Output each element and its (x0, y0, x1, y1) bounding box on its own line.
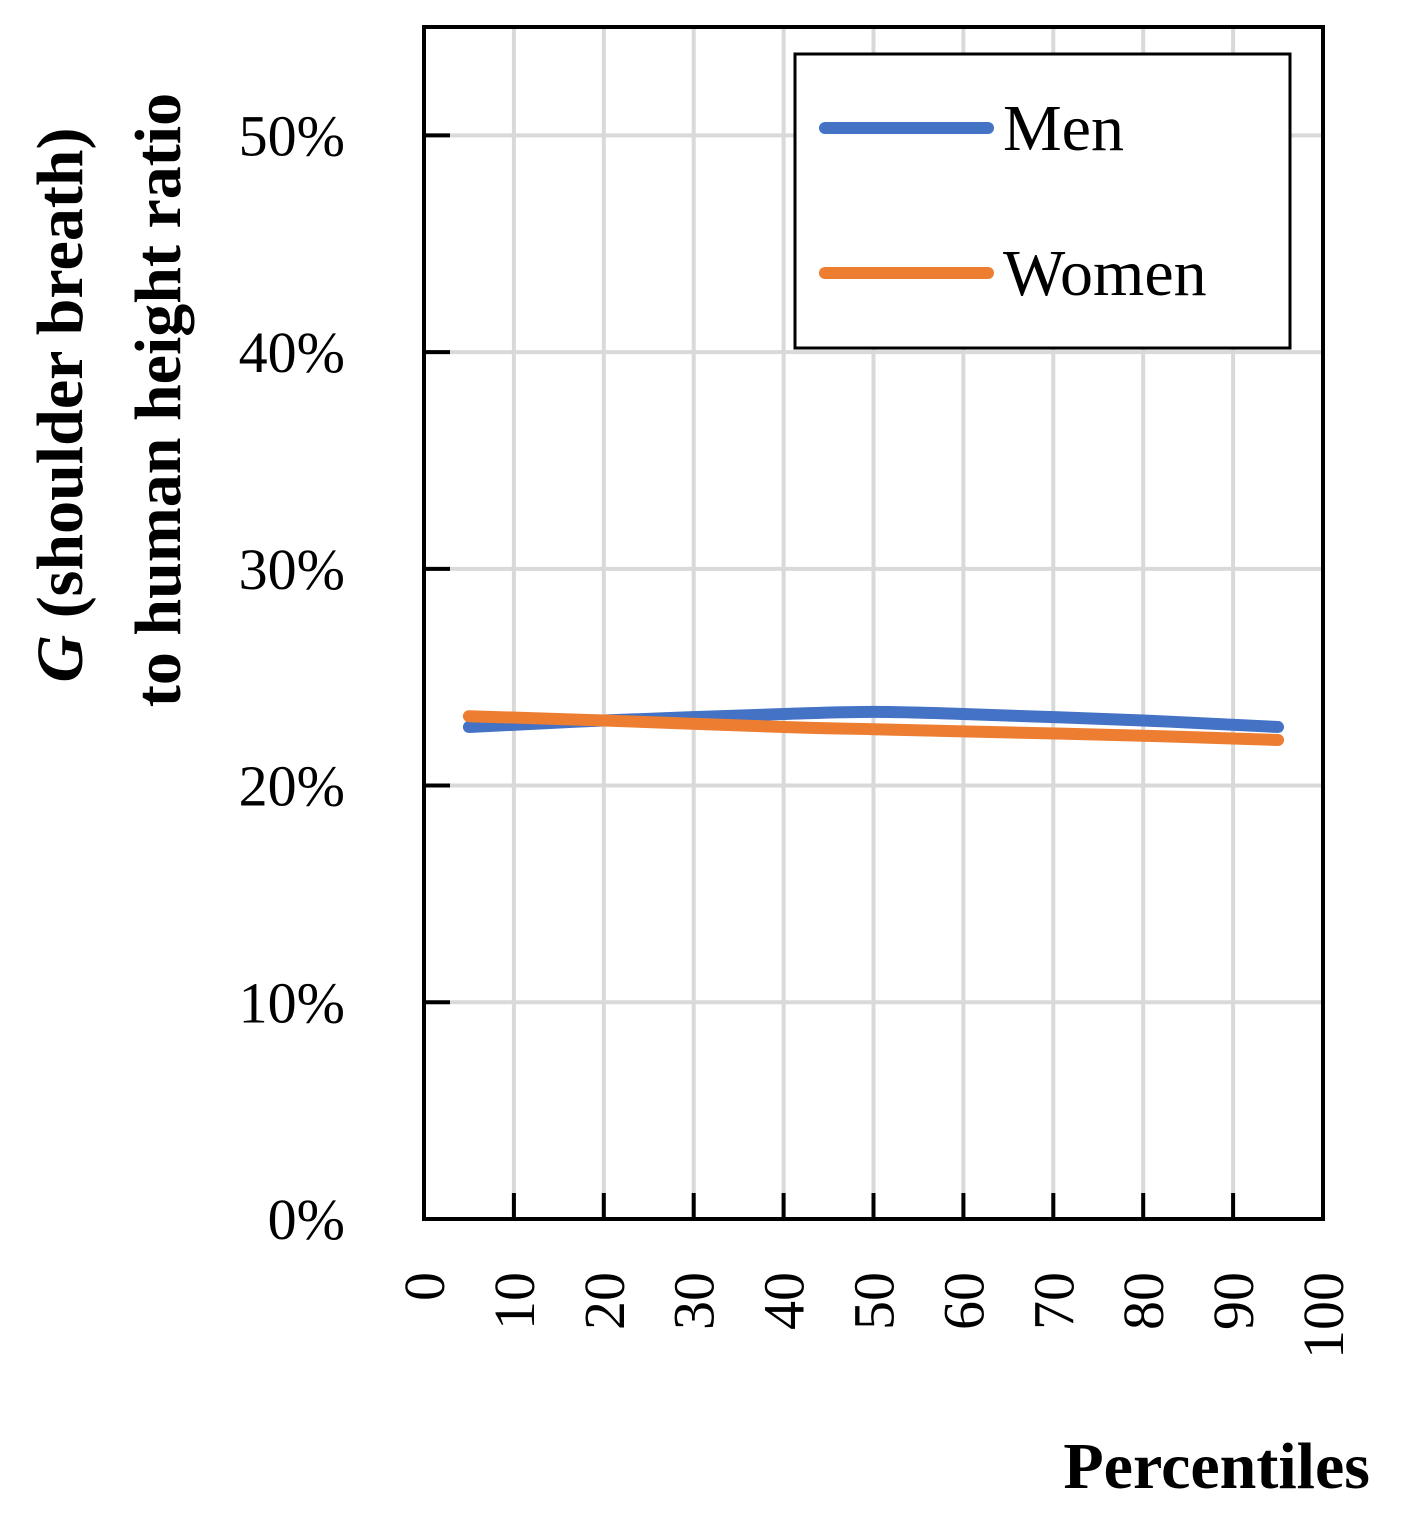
x-tick-label: 90 (1201, 1272, 1266, 1330)
y-tick-label: 40% (239, 320, 345, 385)
x-tick-label: 50 (842, 1272, 907, 1330)
legend-box (793, 52, 1292, 350)
legend-label-women: Women (1003, 237, 1207, 310)
x-tick-label: 20 (572, 1272, 637, 1330)
y-tick-label: 10% (239, 970, 345, 1035)
axis-ticks (424, 133, 1236, 1219)
x-tick-label: 40 (752, 1272, 817, 1330)
x-tick-label: 0 (392, 1272, 457, 1301)
x-axis-title: Percentiles (1063, 1430, 1370, 1503)
y-tick-label: 50% (239, 103, 345, 168)
x-tick-label: 100 (1291, 1272, 1356, 1359)
series-line-women (462, 710, 1284, 746)
x-tick-label: 30 (662, 1272, 727, 1330)
y-axis-title-line2: to human height ratio (122, 93, 195, 707)
y-axis-title-italic: G (24, 635, 97, 683)
series-group (462, 705, 1284, 746)
y-tick-labels: 0% 10% 20% 30% 40% 50% (239, 103, 345, 1252)
y-tick-label: 20% (239, 754, 345, 819)
legend: Men Women (793, 52, 1292, 350)
y-axis-title-rest: (shoulder breath) (24, 128, 97, 635)
y-tick-label: 30% (239, 537, 345, 602)
y-axis-title-line1: G (shoulder breath) (24, 128, 97, 683)
legend-label-men: Men (1003, 92, 1124, 165)
x-tick-label: 10 (482, 1272, 547, 1330)
x-tick-label: 80 (1111, 1272, 1176, 1330)
x-tick-label: 60 (931, 1272, 996, 1330)
x-tick-labels: 0 10 20 30 40 50 60 70 80 90 100 (392, 1272, 1356, 1359)
y-tick-label: 0% (268, 1187, 345, 1252)
x-tick-label: 70 (1021, 1272, 1086, 1330)
